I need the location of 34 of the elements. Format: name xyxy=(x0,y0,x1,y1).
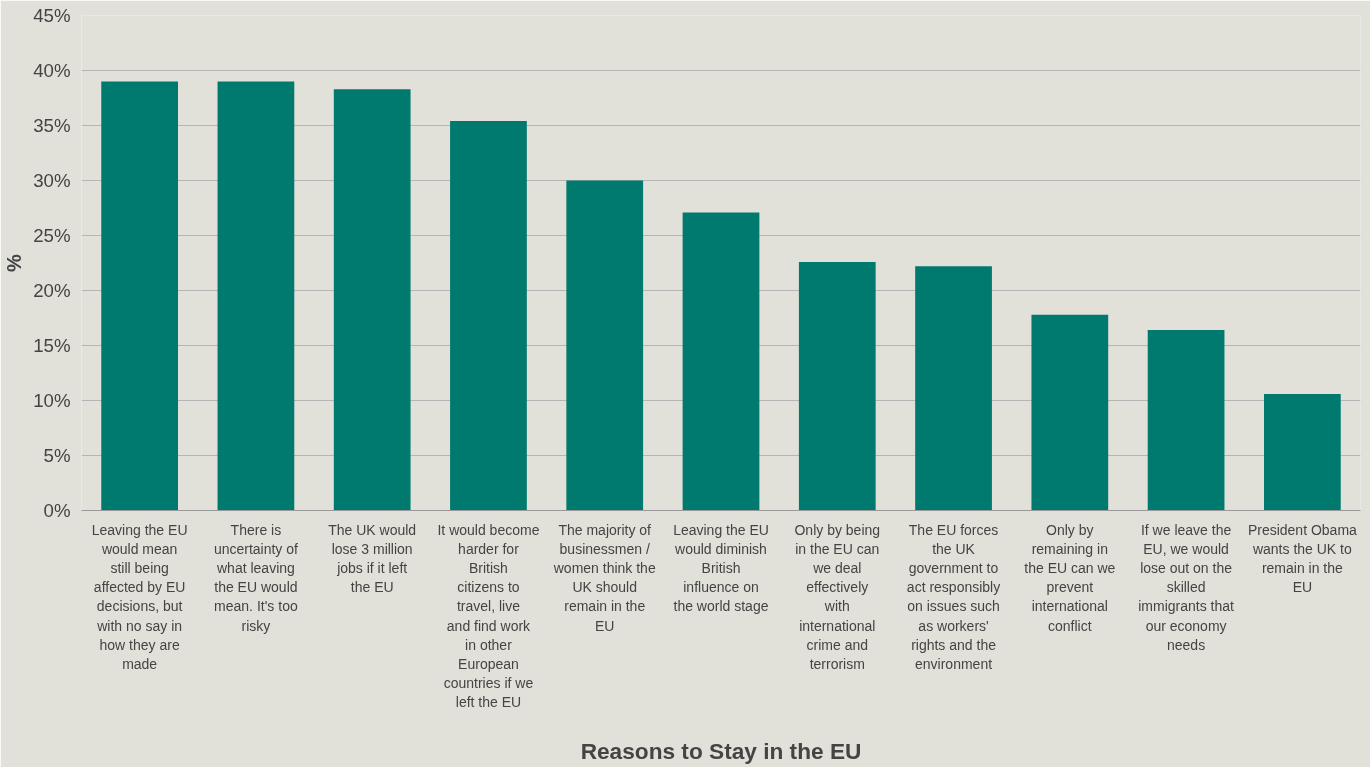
x-tick-label: There is uncertainty of what leaving the EU would mean. It's too risky xyxy=(213,521,299,634)
x-tick-label: If we leave the EU, we would lose out on the skilled immigrants that our economy needs xyxy=(1138,521,1235,653)
y-tick-label: 25% xyxy=(33,225,71,246)
category-label: It would become harder for British citizens to travel, live and find work in other European countries if we left the EU xyxy=(437,521,540,711)
bar xyxy=(101,81,179,511)
bar xyxy=(682,212,760,511)
y-tick-label: 15% xyxy=(33,335,71,356)
x-tick-label: Leaving the EU would mean still being affected by EU decisions, but with no say in how they are made xyxy=(91,521,188,672)
x-axis-title: Reasons to Stay in the EU xyxy=(580,738,862,765)
bar xyxy=(798,261,876,511)
bar xyxy=(1263,393,1341,511)
x-tick-label: President Obama wants the UK to remain in the EU xyxy=(1247,521,1358,596)
y-tick-label: 30% xyxy=(33,170,71,191)
x-tick-label: The EU forces the UK government to act responsibly on issues such as workers' rights and the environment xyxy=(906,521,1001,672)
x-tick-label: Leaving the EU would diminish British influence on the world stage xyxy=(673,521,769,615)
bar xyxy=(333,89,411,511)
x-tick-label: The UK would lose 3 million jobs if it left the EU xyxy=(328,521,417,596)
bar xyxy=(915,266,992,511)
x-tick-label: The majority of businessmen / women think the UK should remain in the EU xyxy=(552,521,656,634)
y-tick-label: 5% xyxy=(43,445,71,466)
bar xyxy=(566,180,644,511)
x-tick-label: Only by being in the EU can we deal effectively with international crime and terrorism xyxy=(794,521,881,672)
y-tick-label: 0% xyxy=(43,500,71,521)
y-tick-label: 40% xyxy=(33,60,71,81)
y-tick-label: 45% xyxy=(33,5,71,26)
bar xyxy=(217,81,295,511)
y-tick-label: 20% xyxy=(33,280,71,301)
y-tick-label: 10% xyxy=(33,390,71,411)
bar xyxy=(1147,330,1225,511)
x-tick-label: Only by remaining in the EU can we prevent international conflict xyxy=(1024,521,1116,634)
bar xyxy=(450,121,527,511)
y-axis-title: % xyxy=(3,253,26,272)
y-tick-label: 35% xyxy=(33,115,71,136)
bar xyxy=(1031,314,1109,511)
